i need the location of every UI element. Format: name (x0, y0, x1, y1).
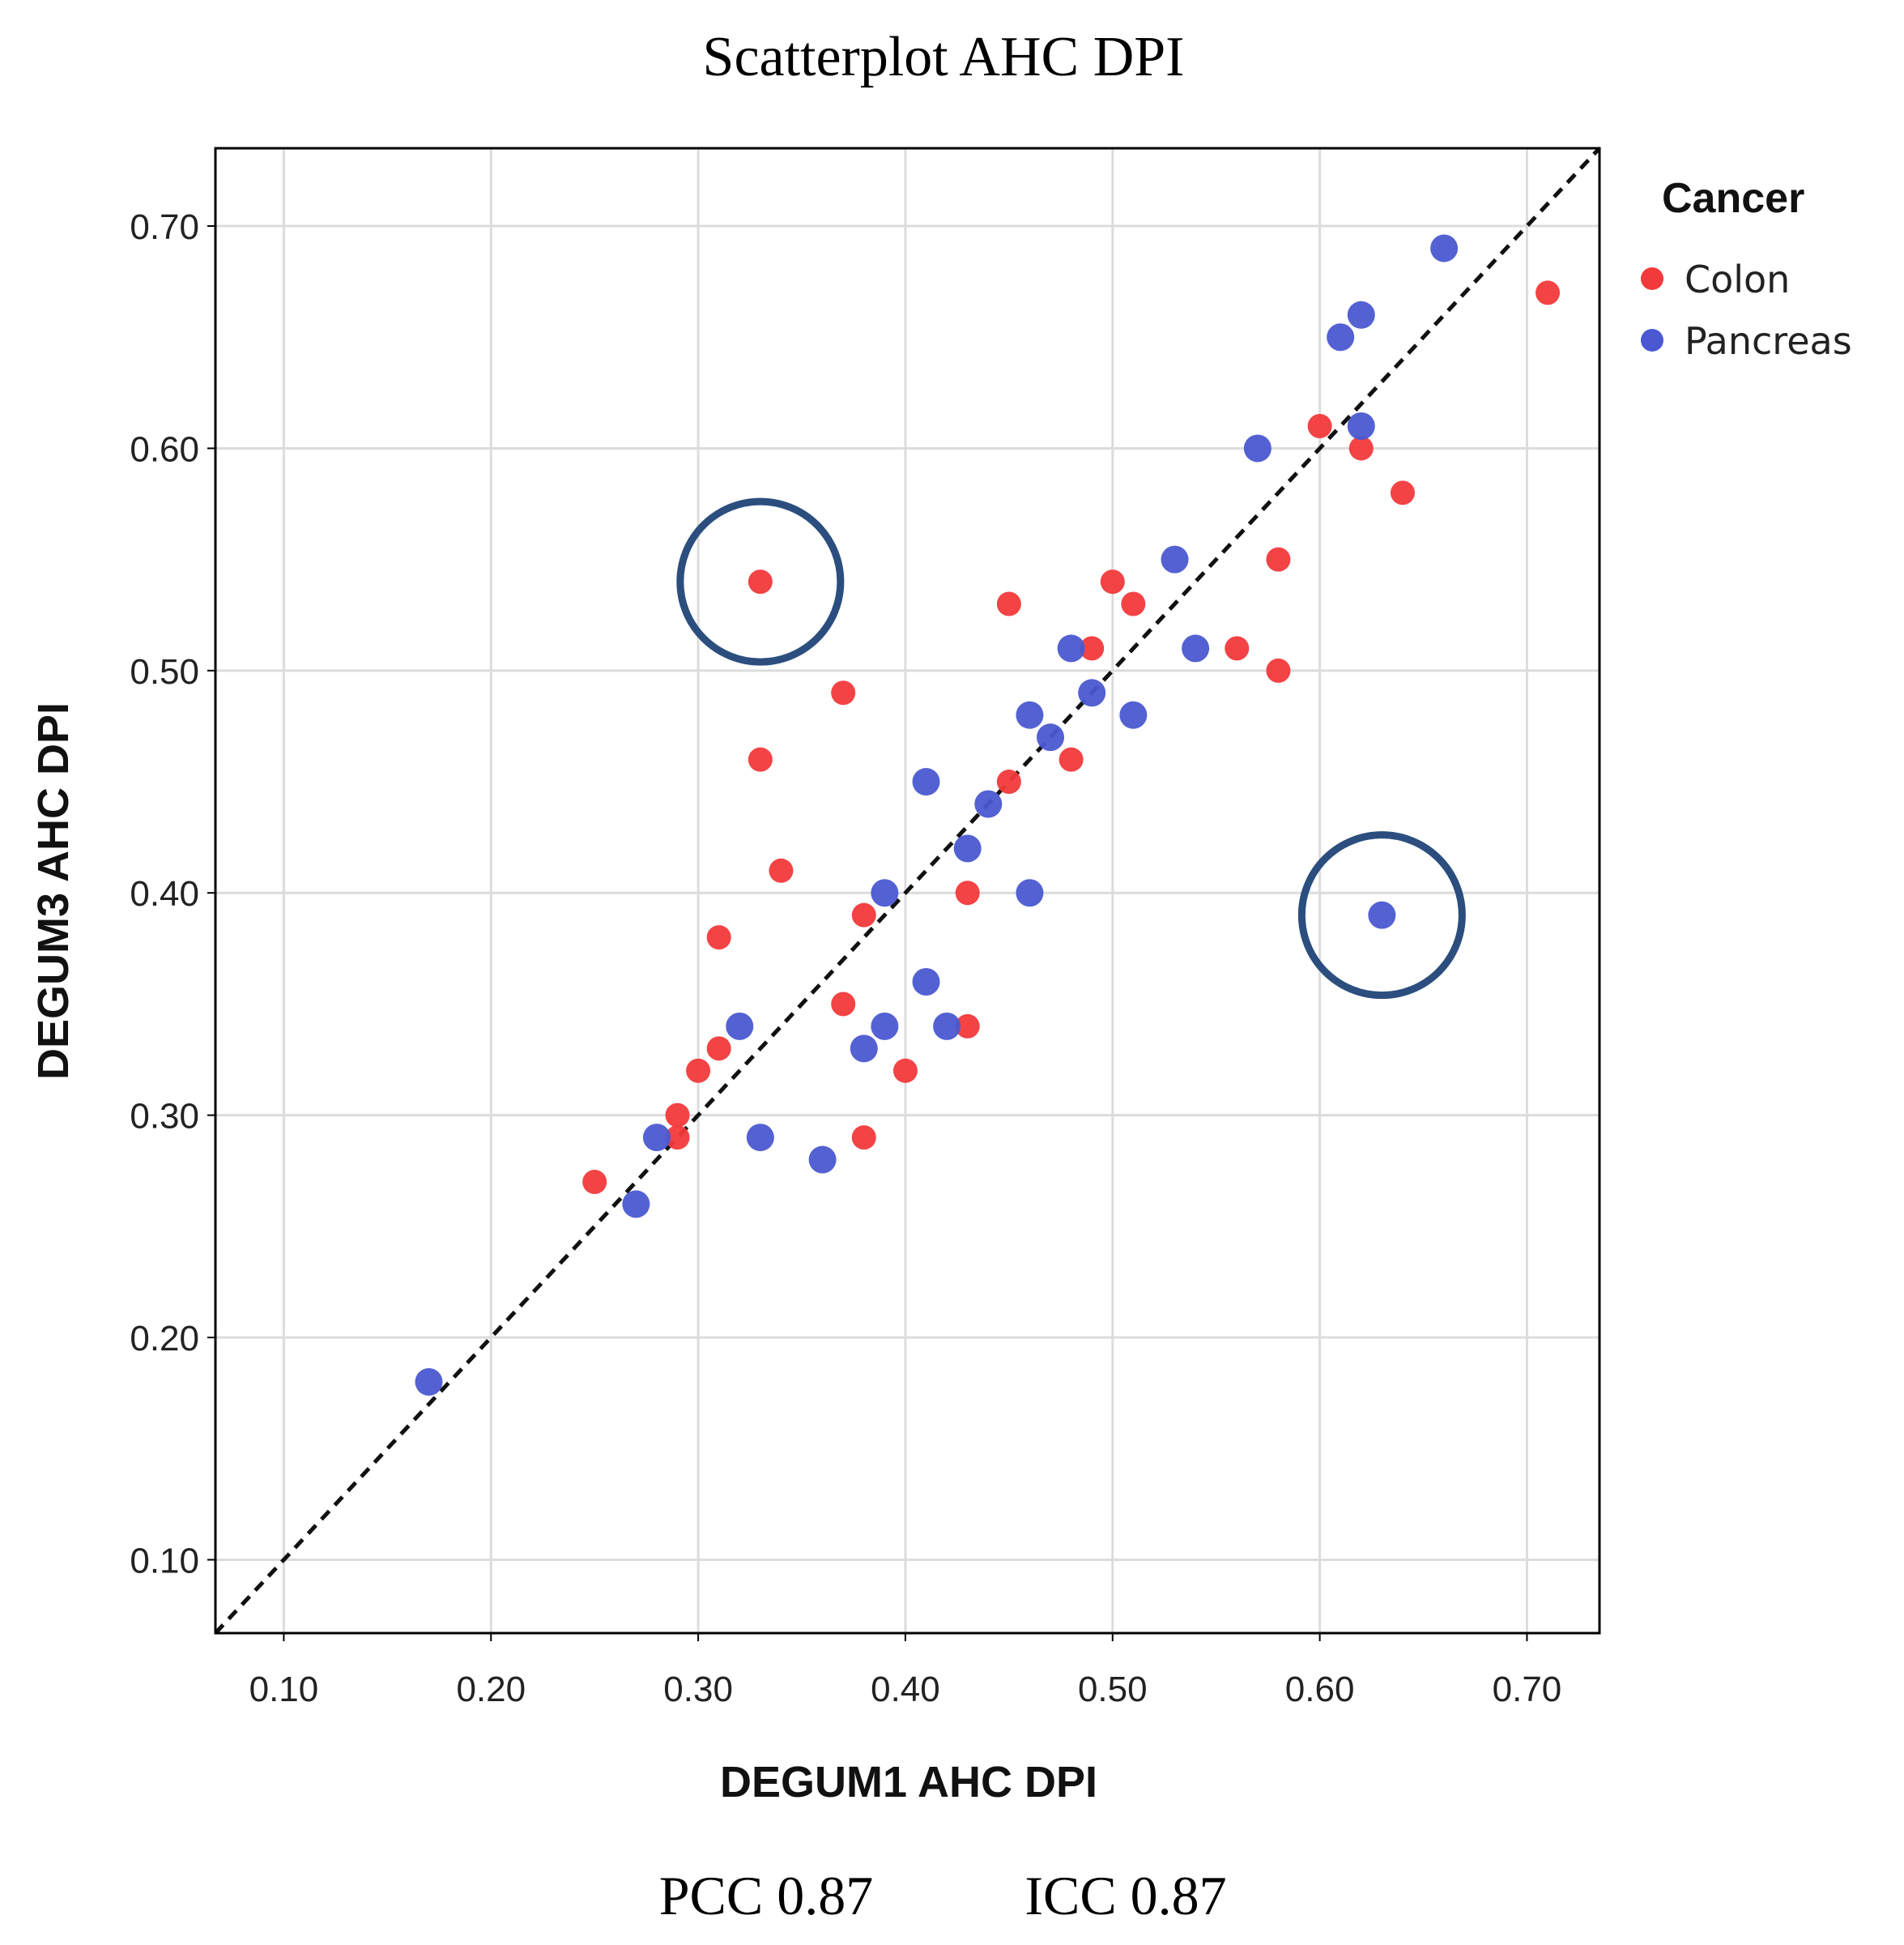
data-point-colon (582, 1169, 607, 1194)
data-point-colon (851, 902, 876, 928)
data-point-pancreas (642, 1124, 671, 1152)
x-tick-label: 0.70 (1493, 1670, 1562, 1709)
highlight-layer (676, 497, 1466, 1000)
tick-layer: 0.10 0.20 0.30 0.40 0.50 0.60 0.70 0.10 0.20 0.30… (130, 207, 1561, 1709)
data-point-pancreas (1368, 901, 1396, 929)
data-point-colon (831, 680, 856, 706)
identity-line (214, 147, 1601, 1635)
data-point-colon (955, 881, 980, 906)
data-point-colon (706, 1036, 731, 1061)
x-tick-label: 0.50 (1078, 1670, 1148, 1709)
data-point-colon (892, 1058, 918, 1083)
x-axis-label: DEGUM1 AHC DPI (720, 1758, 1097, 1806)
data-point-pancreas (1327, 323, 1355, 352)
legend-marker-pancreas (1641, 329, 1663, 352)
legend-label-colon: Colon (1685, 258, 1790, 301)
legend-marker-colon (1641, 267, 1663, 290)
x-tick-label: 0.10 (249, 1670, 319, 1709)
x-tick-label: 0.40 (871, 1670, 940, 1709)
data-point-pancreas (1016, 879, 1044, 907)
x-tick-label: 0.20 (456, 1670, 526, 1709)
data-point-pancreas (1347, 412, 1375, 441)
chart-title: Scatterplot AHC DPI (703, 26, 1185, 88)
data-point-colon (748, 747, 773, 772)
y-axis-label: DEGUM3 AHC DPI (29, 702, 78, 1080)
data-point-colon (996, 770, 1021, 795)
data-point-pancreas (1016, 701, 1044, 729)
data-point-colon (1266, 658, 1291, 683)
data-point-colon (1390, 480, 1415, 505)
data-point-colon (665, 1125, 690, 1150)
data-point-pancreas (1182, 634, 1210, 663)
data-point-pancreas (1057, 634, 1085, 663)
data-point-pancreas (1037, 723, 1065, 752)
data-point-colon (1348, 436, 1374, 461)
y-tick-label: 0.40 (130, 874, 199, 914)
data-point-pancreas (871, 879, 899, 907)
data-point-colon (748, 569, 773, 595)
data-point-colon (1080, 636, 1105, 661)
data-point-colon (831, 992, 856, 1017)
data-point-pancreas (871, 1012, 899, 1040)
x-tick-label: 0.60 (1285, 1670, 1355, 1709)
data-point-colon (686, 1058, 711, 1083)
legend-title: Cancer (1662, 175, 1804, 222)
data-point-pancreas (933, 1012, 961, 1040)
data-point-pancreas (746, 1124, 774, 1152)
data-point-colon (1100, 569, 1125, 595)
data-point-colon (1307, 414, 1332, 439)
data-point-colon (1121, 591, 1146, 616)
data-point-pancreas (912, 968, 940, 996)
data-point-pancreas (1161, 545, 1189, 574)
data-point-colon (955, 1013, 980, 1039)
points-layer (415, 234, 1561, 1396)
y-tick-label: 0.20 (130, 1319, 199, 1359)
y-tick-label: 0.10 (130, 1541, 199, 1580)
data-point-colon (1266, 547, 1291, 572)
reference-layer (214, 147, 1601, 1635)
highlight-circle-pancreas (1297, 831, 1466, 1000)
data-point-pancreas (912, 768, 940, 796)
plot-frame (214, 147, 1601, 1635)
data-point-colon (706, 925, 731, 950)
legend-label-pancreas: Pancreas (1685, 319, 1852, 363)
data-point-pancreas (1430, 234, 1459, 262)
icc-stat: ICC 0.87 (1024, 1865, 1226, 1926)
y-tick-label: 0.60 (130, 429, 199, 469)
data-point-pancreas (1119, 701, 1148, 729)
data-point-pancreas (974, 790, 1003, 818)
highlight-circle-colon (676, 497, 845, 666)
data-point-colon (665, 1103, 690, 1128)
data-point-pancreas (415, 1367, 443, 1396)
data-point-pancreas (850, 1034, 878, 1063)
y-tick-label: 0.70 (130, 207, 199, 247)
data-point-pancreas (726, 1012, 754, 1040)
data-point-colon (1536, 280, 1561, 305)
data-point-pancreas (622, 1190, 650, 1218)
data-point-colon (851, 1125, 876, 1150)
pcc-stat: PCC 0.87 (659, 1865, 874, 1926)
x-tick-label: 0.30 (663, 1670, 733, 1709)
y-tick-label: 0.50 (130, 652, 199, 692)
data-point-colon (1225, 636, 1250, 661)
data-point-pancreas (1078, 679, 1106, 707)
legend: Cancer Colon Pancreas (1641, 175, 1852, 363)
y-tick-label: 0.30 (130, 1097, 199, 1137)
data-point-colon (769, 858, 794, 883)
data-point-pancreas (953, 834, 982, 863)
data-point-colon (1058, 747, 1084, 772)
data-point-colon (996, 591, 1021, 616)
data-point-pancreas (1347, 301, 1375, 329)
data-point-pancreas (1243, 434, 1271, 463)
data-point-pancreas (808, 1145, 837, 1174)
